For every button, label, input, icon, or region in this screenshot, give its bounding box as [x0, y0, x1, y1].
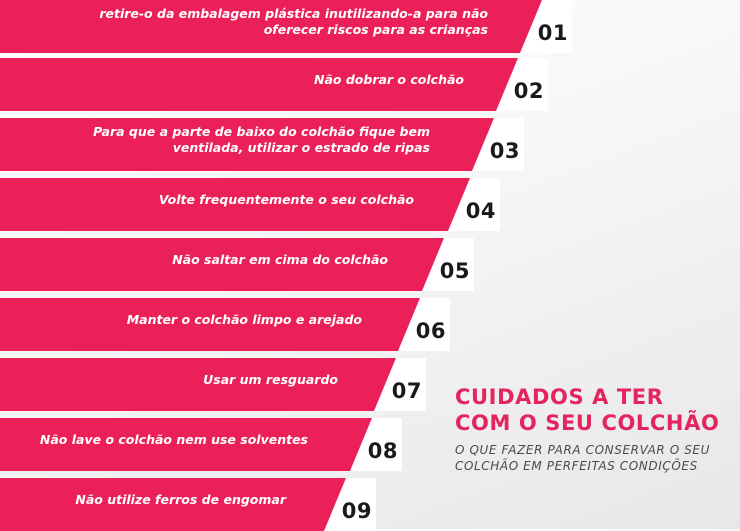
tip-number: 06 — [415, 319, 446, 343]
tip-band: retire-o da embalagem plástica inutiliza… — [0, 0, 548, 53]
tip-band: Não dobrar o colchão — [0, 58, 524, 111]
tip-text: Usar um resguardo — [203, 371, 338, 387]
title-panel: CUIDADOS A TER COM O SEU COLCHÃO O QUE F… — [455, 384, 735, 474]
tip-number: 03 — [489, 139, 520, 163]
tip-number: 05 — [439, 259, 470, 283]
tip-band: Não lave o colchão nem use solventes — [0, 418, 378, 471]
tip-band: Não saltar em cima do colchão — [0, 238, 450, 291]
tip-text: retire-o da embalagem plástica inutiliza… — [99, 5, 488, 37]
tip-band: Manter o colchão limpo e arejado — [0, 298, 426, 351]
tip-text: Para que a parte de baixo do colchão fiq… — [93, 123, 430, 155]
tip-text: Não dobrar o colchão — [314, 71, 464, 87]
tip-text: Manter o colchão limpo e arejado — [126, 311, 362, 327]
tip-band: Para que a parte de baixo do colchão fiq… — [0, 118, 500, 171]
tip-band: Não utilize ferros de engomar — [0, 478, 352, 531]
tip-number: 04 — [465, 199, 496, 223]
tip-number: 08 — [367, 439, 398, 463]
page-title: CUIDADOS A TER COM O SEU COLCHÃO — [455, 385, 720, 435]
tip-text: Volte frequentemente o seu colchão — [158, 191, 414, 207]
tip-number: 02 — [513, 79, 544, 103]
page-subtitle: O QUE FAZER PARA CONSERVAR O SEU COLCHÃO… — [455, 443, 710, 473]
tip-band: Volte frequentemente o seu colchão — [0, 178, 476, 231]
tip-text: Não saltar em cima do colchão — [172, 251, 388, 267]
tip-text: Não lave o colchão nem use solventes — [39, 431, 308, 447]
tip-band: Usar um resguardo — [0, 358, 402, 411]
tip-number: 09 — [341, 499, 372, 523]
tip-number: 01 — [537, 21, 568, 45]
tip-number: 07 — [391, 379, 422, 403]
tip-text: Não utilize ferros de engomar — [75, 491, 286, 507]
